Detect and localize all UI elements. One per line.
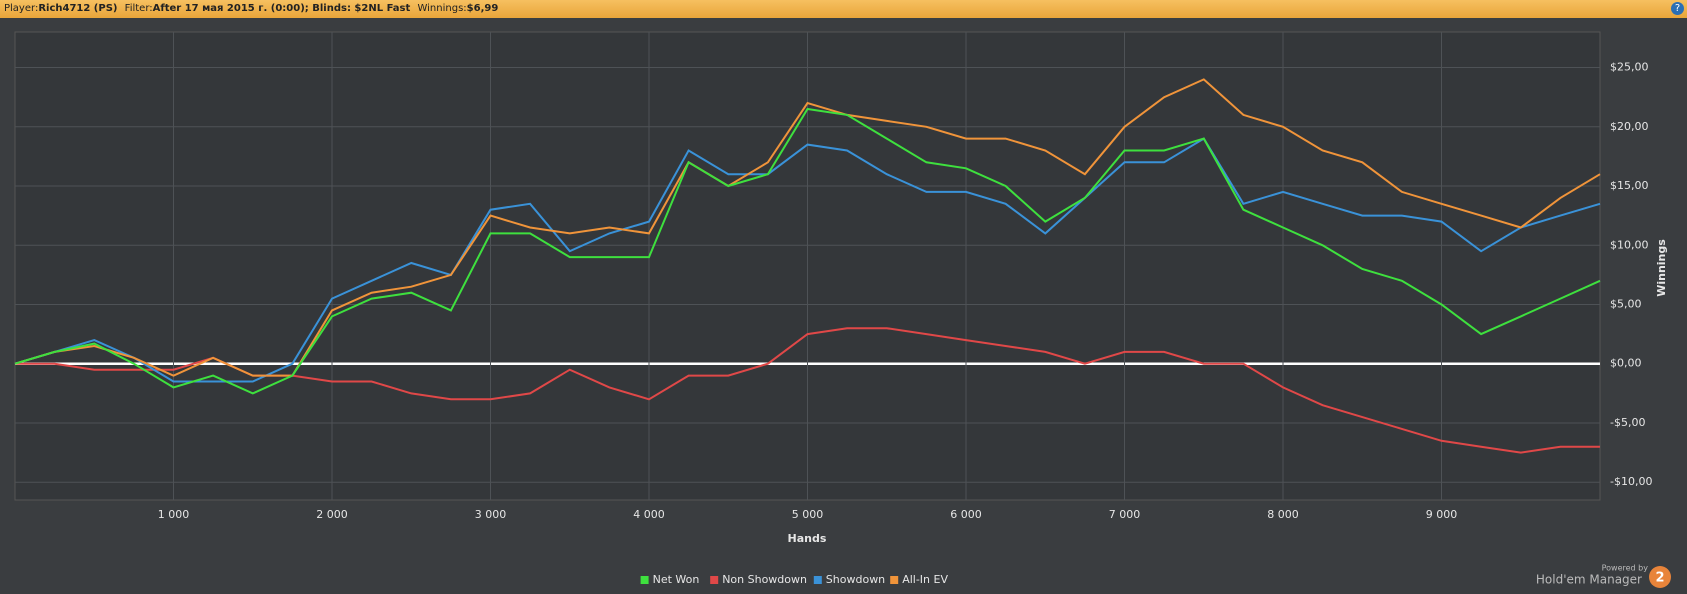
legend-item: Showdown — [813, 573, 885, 586]
brand-name: Hold'em Manager — [1536, 573, 1642, 587]
x-tick-label: 9 000 — [1426, 508, 1458, 521]
filter-label: Filter: — [124, 3, 153, 14]
y-axis-title: Winnings — [1655, 239, 1668, 297]
legend-label: Non Showdown — [722, 573, 807, 586]
y-tick-label: $10,00 — [1610, 238, 1649, 251]
y-tick-label: $25,00 — [1610, 61, 1649, 74]
x-tick-label: 1 000 — [158, 508, 190, 521]
x-tick-label: 3 000 — [475, 508, 507, 521]
legend-label: All-In EV — [902, 573, 948, 586]
legend-label: Net Won — [653, 573, 700, 586]
brand-powered: Powered by — [1602, 564, 1649, 573]
legend-swatch — [890, 576, 899, 584]
legend-item: Non Showdown — [710, 573, 807, 586]
series-line — [14, 137, 1601, 383]
brand-logo — [1649, 566, 1671, 588]
x-axis-title: Hands — [788, 532, 827, 545]
y-tick-label: $0,00 — [1610, 357, 1642, 370]
filter: After 17 мая 2015 г. (0:00); Blinds: $2N… — [152, 3, 411, 14]
y-tick-label: $5,00 — [1610, 298, 1642, 311]
brand-version: 2 — [1655, 571, 1664, 586]
x-tick-label: 5 000 — [792, 508, 824, 521]
legend-label: Showdown — [826, 573, 885, 586]
player-label: Player: — [4, 3, 39, 14]
y-tick-label: $20,00 — [1610, 120, 1649, 133]
y-tick-label: -$10,00 — [1610, 475, 1652, 488]
legend-swatch — [813, 576, 822, 584]
chart: Hands Winnings Powered by Hold'em Manage… — [14, 31, 1671, 588]
x-tick-label: 6 000 — [950, 508, 982, 521]
series-line — [14, 78, 1601, 377]
player: Rich4712 (PS) — [38, 3, 118, 14]
help-button[interactable]: ? — [1671, 2, 1684, 15]
y-tick-label: $15,00 — [1610, 179, 1649, 192]
series-line — [14, 107, 1601, 395]
legend-swatch — [710, 576, 719, 584]
legend-item: All-In EV — [890, 573, 948, 586]
header-bar: Player:Rich4712 (PS) Filter:After 17 мая… — [0, 0, 1687, 18]
x-tick-label: 8 000 — [1267, 508, 1299, 521]
winnings: $6,99 — [466, 3, 499, 14]
winnings-label: Winnings: — [417, 3, 467, 14]
x-tick-label: 4 000 — [633, 508, 665, 521]
legend-swatch — [640, 576, 649, 584]
x-tick-label: 7 000 — [1109, 508, 1141, 521]
x-tick-label: 2 000 — [316, 508, 348, 521]
legend-item: Net Won — [640, 573, 700, 586]
y-tick-label: -$5,00 — [1610, 416, 1645, 429]
